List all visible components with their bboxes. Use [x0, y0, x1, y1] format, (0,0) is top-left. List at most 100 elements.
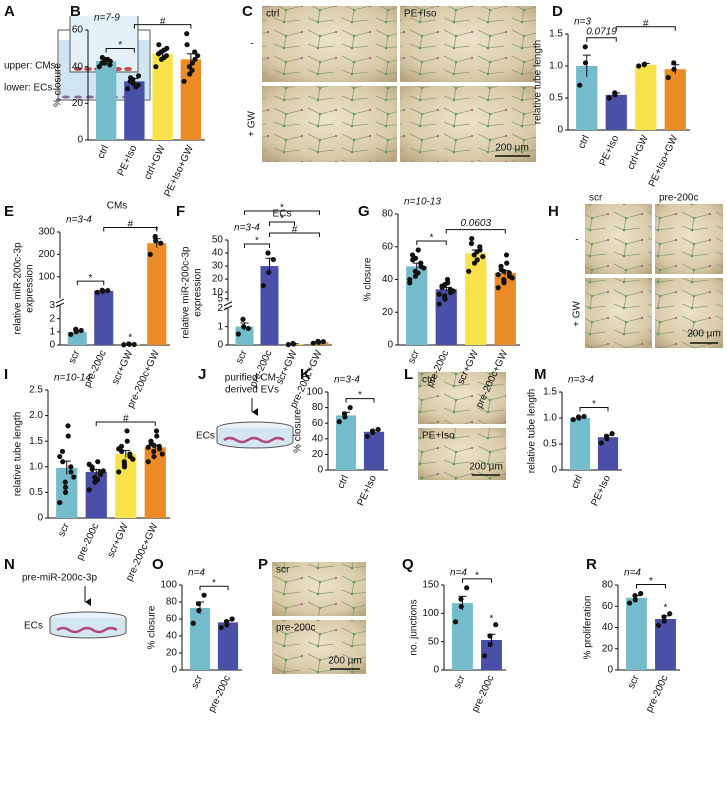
- bar: [260, 266, 279, 345]
- bar: [406, 266, 428, 345]
- y-tick-label: 0: [77, 135, 83, 146]
- data-point: [442, 294, 448, 301]
- x-tick-label: scr+GW: [106, 521, 132, 559]
- vessels: [585, 278, 652, 348]
- y-tick-label: 20: [602, 643, 614, 654]
- column-label: scr: [589, 193, 603, 204]
- bar: [147, 243, 167, 345]
- n-label: n=3-4: [334, 375, 360, 386]
- x-tick-label: ctrl: [336, 474, 352, 491]
- y-tick-label: 0: [551, 465, 557, 476]
- x-tick-label: ctrl: [570, 474, 586, 491]
- data-point: [474, 257, 480, 263]
- n-label: n=3: [574, 17, 591, 28]
- y-tick-label: 1.0: [29, 461, 43, 472]
- data-point: [121, 461, 128, 467]
- data-point: [315, 338, 321, 344]
- data-point: [192, 56, 198, 62]
- data-point: [196, 607, 202, 614]
- data-point: [240, 316, 246, 322]
- vessels: [655, 278, 723, 348]
- y-tick-label: 1: [49, 326, 55, 337]
- data-point: [99, 287, 105, 293]
- y-axis-label: % closure: [293, 409, 304, 453]
- data-point: [96, 64, 102, 70]
- panel-letter: A: [4, 3, 15, 20]
- row-label: -: [575, 235, 578, 246]
- data-point: [135, 73, 142, 79]
- bracket-label: *: [649, 576, 653, 587]
- data-point: [458, 596, 464, 602]
- y-tick-label: 20: [312, 449, 324, 460]
- y-tick-label: 80: [382, 209, 394, 220]
- data-point: [464, 585, 470, 591]
- data-point: [156, 42, 162, 48]
- bar: [363, 431, 385, 470]
- data-point: [347, 405, 353, 411]
- n-label: n=4: [624, 568, 641, 579]
- star: *: [490, 613, 494, 624]
- bar: [569, 418, 591, 470]
- bracket: [95, 421, 156, 426]
- data-point: [632, 597, 638, 603]
- n-label: n=3-4: [234, 223, 260, 234]
- scale-label: 200 µm: [495, 143, 529, 154]
- data-point: [466, 268, 472, 274]
- data-point: [124, 438, 130, 444]
- panel-letter: L: [404, 366, 413, 383]
- data-point: [415, 247, 421, 253]
- data-point: [632, 593, 638, 599]
- data-point: [498, 263, 504, 269]
- scale-label: 200 µm: [469, 462, 503, 473]
- ec-layer: [56, 626, 118, 634]
- data-point: [124, 428, 130, 434]
- data-point: [186, 64, 192, 70]
- y-tick-label: 80: [166, 597, 178, 608]
- bracket: [269, 232, 320, 238]
- data-point: [270, 256, 276, 263]
- vessels: [418, 428, 506, 480]
- x-tick-label: PE+Iso: [598, 133, 622, 168]
- x-tick-label: PE+Iso+GW: [163, 143, 197, 199]
- data-point: [153, 428, 160, 434]
- x-tick-label: ctrl: [96, 144, 112, 161]
- y-tick-label: 3: [49, 300, 55, 311]
- data-point: [477, 244, 483, 250]
- panel-letter: Q: [402, 556, 414, 573]
- data-point: [130, 456, 136, 462]
- row-label: -: [250, 39, 253, 50]
- y-axis-label: % closure: [147, 605, 158, 649]
- bracket: [199, 585, 229, 591]
- data-point: [636, 63, 642, 69]
- data-point: [156, 443, 162, 449]
- data-point: [184, 42, 190, 48]
- data-point: [626, 600, 633, 606]
- bracket-label: #: [643, 18, 649, 29]
- data-point: [407, 276, 413, 283]
- row-label: + GW: [247, 111, 258, 137]
- ec-layer: [223, 436, 285, 444]
- data-point: [598, 440, 604, 446]
- n-label: n=10-13: [404, 197, 441, 208]
- data-point: [661, 618, 667, 624]
- panel-letter: J: [198, 366, 206, 383]
- x-tick-label: scr: [406, 348, 422, 365]
- data-point: [667, 611, 673, 617]
- y-tick-label: 0: [317, 465, 323, 476]
- data-point: [189, 67, 195, 73]
- panel-letter: I: [4, 366, 8, 383]
- data-point: [474, 249, 480, 255]
- data-point: [290, 340, 296, 347]
- y-tick-label: 200: [38, 249, 55, 260]
- panel-letter: F: [176, 203, 185, 220]
- x-tick-label: ctrl: [576, 134, 592, 151]
- data-point: [62, 489, 69, 495]
- data-point: [154, 433, 160, 439]
- x-tick-label: pre-200c: [206, 674, 233, 714]
- x-tick-label: scr: [626, 673, 642, 690]
- x-tick-label: scr+GW: [274, 348, 300, 386]
- data-point: [369, 428, 376, 434]
- data-point: [415, 270, 421, 276]
- y-axis-label: relative tube length: [13, 412, 24, 497]
- x-tick-label: scr: [56, 521, 72, 538]
